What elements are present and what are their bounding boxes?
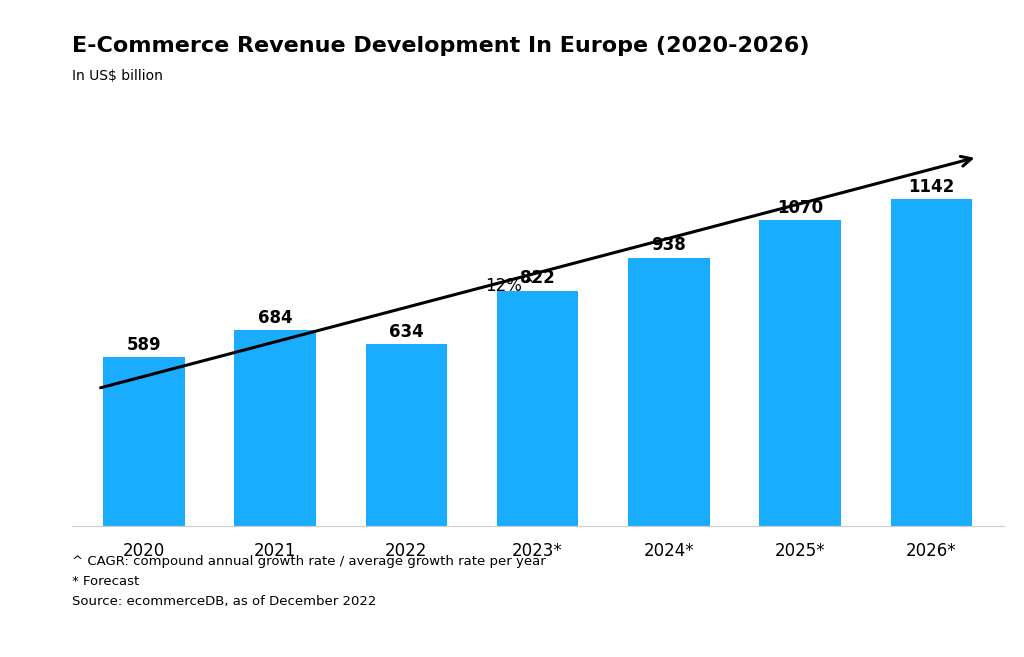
Bar [234,330,315,526]
Text: 1142: 1142 [908,178,954,196]
Bar [366,344,447,526]
Text: ^ CAGR: compound annual growth rate / average growth rate per year
* Forecast
So: ^ CAGR: compound annual growth rate / av… [72,555,546,608]
Text: E-Commerce Revenue Development In Europe (2020-2026): E-Commerce Revenue Development In Europe… [72,36,809,56]
Text: 822: 822 [520,269,555,287]
Bar [628,258,710,526]
Text: 634: 634 [389,323,424,341]
Bar [891,199,972,526]
Bar [497,291,579,526]
Text: 1070: 1070 [777,198,823,217]
Bar [103,357,184,526]
Bar [760,220,841,526]
Text: In US$ billion: In US$ billion [72,69,163,83]
Text: 12%^: 12%^ [485,277,536,295]
Text: 938: 938 [651,237,686,254]
Text: 589: 589 [127,336,161,354]
Text: 684: 684 [258,309,293,327]
